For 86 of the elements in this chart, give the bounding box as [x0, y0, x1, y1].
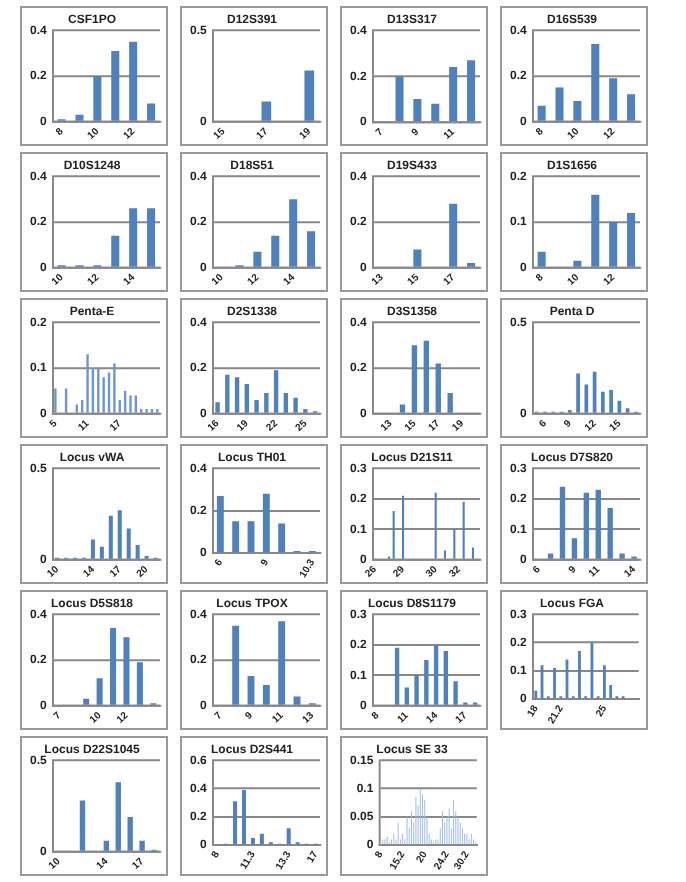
bar: [278, 523, 286, 553]
bar: [591, 194, 600, 267]
bar: [411, 345, 418, 413]
bar: [399, 404, 406, 413]
bar: [244, 383, 250, 413]
bar: [234, 377, 240, 413]
bar: [307, 231, 316, 267]
bar: [96, 678, 103, 705]
bar: [250, 838, 255, 845]
bar: [431, 103, 440, 122]
bar: [233, 801, 238, 845]
bar: [443, 650, 449, 705]
bar: [278, 621, 286, 705]
bar: [129, 41, 138, 121]
bar: [395, 76, 404, 122]
bar: [571, 538, 578, 559]
bar: [627, 212, 636, 267]
bar: [289, 199, 298, 267]
bar: [115, 782, 121, 851]
bar: [136, 662, 143, 705]
bar: [394, 647, 400, 705]
bar: [90, 539, 95, 559]
bar: [232, 521, 240, 553]
bar: [537, 105, 546, 121]
bar: [424, 660, 429, 705]
bar: [433, 644, 439, 705]
bar: [595, 489, 601, 559]
bar: [135, 545, 140, 559]
bar: [108, 515, 113, 559]
bar: [413, 249, 422, 267]
bar: [147, 208, 156, 267]
bar: [253, 251, 262, 267]
bar: [583, 492, 590, 559]
bar: [93, 76, 102, 121]
bar: [449, 203, 458, 267]
bar: [79, 800, 86, 851]
bar: [609, 222, 618, 267]
bar: [423, 340, 430, 413]
bar: [559, 486, 566, 559]
bar: [216, 495, 224, 553]
bar: [215, 402, 220, 413]
bar: [241, 790, 246, 845]
bar: [293, 397, 298, 413]
bar: [111, 235, 120, 267]
bar: [127, 816, 133, 851]
bar: [449, 67, 458, 122]
bar: [573, 260, 582, 267]
bar: [467, 60, 476, 122]
bar: [619, 553, 625, 559]
bar: [117, 510, 122, 559]
bar: [99, 546, 104, 559]
bar: [273, 370, 279, 413]
bar: [435, 363, 441, 413]
bar: [103, 840, 110, 851]
bar: [123, 637, 130, 705]
bar: [537, 251, 546, 267]
bar: [110, 628, 117, 705]
bar: [413, 99, 422, 122]
bar: [404, 687, 410, 705]
bar: [555, 87, 564, 121]
bar: [225, 374, 230, 413]
bar: [111, 50, 120, 121]
bar: [83, 698, 90, 705]
bar: [573, 101, 582, 121]
bar: [283, 393, 289, 413]
bar: [591, 44, 600, 121]
bar: [271, 235, 280, 267]
bar: [147, 103, 156, 121]
bar: [254, 399, 259, 413]
bar: [286, 828, 291, 845]
bar: [259, 833, 264, 845]
bar: [447, 393, 453, 413]
bar: [547, 553, 554, 559]
bar: [262, 493, 270, 553]
bar: [627, 94, 636, 121]
bar: [129, 208, 138, 267]
bar: [232, 625, 240, 705]
bar: [264, 393, 269, 413]
bar: [126, 528, 131, 559]
bar: [453, 681, 458, 705]
bar: [139, 840, 145, 851]
bar: [609, 78, 618, 121]
bar: [607, 507, 613, 559]
bar: [414, 675, 419, 705]
bar: [262, 685, 270, 705]
bar: [75, 114, 84, 121]
